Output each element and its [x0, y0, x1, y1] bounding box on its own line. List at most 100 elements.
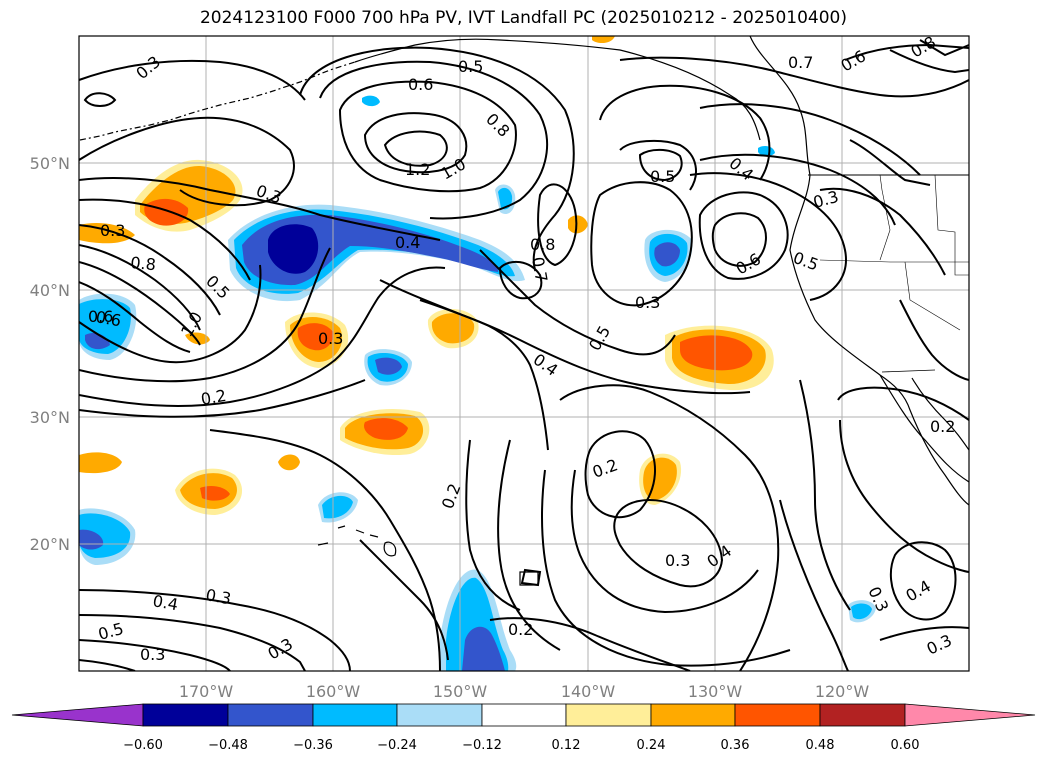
negative-anomaly-blob — [322, 495, 353, 519]
colorbar-tick-labels: −0.60 −0.48 −0.36 −0.24 −0.12 0.12 0.24 … — [123, 738, 919, 753]
colorbar-extend-min — [11, 703, 144, 727]
contour-label: 0.3 — [924, 631, 955, 659]
contour-label: 0.5 — [650, 167, 675, 186]
negative-anomaly-blob — [654, 242, 680, 267]
pv-contour-line — [338, 80, 517, 193]
contour-label: 0.5 — [458, 57, 483, 76]
pv-contour-line — [613, 499, 724, 588]
pv-contour-line — [79, 224, 221, 316]
contour-label: 0.8 — [908, 32, 940, 61]
contour-label: 0.7 — [528, 255, 551, 283]
positive-anomaly-blob — [278, 454, 300, 471]
contour-label: 0.3 — [318, 329, 343, 348]
pv-contour-line — [599, 84, 771, 181]
pv-contour-line — [879, 626, 969, 641]
pv-contour-line — [819, 187, 946, 276]
positive-anomaly-blob — [185, 332, 210, 345]
pv-contour-line — [209, 429, 441, 671]
pv-contour-line — [537, 183, 578, 267]
latitude-tick-label: 40°N — [30, 281, 70, 300]
latitude-tick-label: 20°N — [30, 535, 70, 554]
longitude-tick-label: 150°W — [433, 682, 488, 701]
contour-label: 0.8 — [530, 235, 555, 254]
colorbar-tick-label: −0.48 — [208, 738, 248, 753]
contour-label: 0.4 — [395, 233, 420, 252]
contour-label: 0.8 — [130, 253, 157, 274]
hawaii-islands — [317, 525, 397, 557]
pv-contour-line — [79, 247, 331, 383]
us-mexico-border — [881, 369, 936, 373]
map-plot-area: 0.3 0.6 0.5 0.8 1.2 1.0 0.3 0.4 0.8 0.7 … — [79, 32, 969, 671]
contour-label: 0.4 — [703, 541, 735, 571]
contour-label: 0.4 — [151, 591, 179, 614]
alaska-coastline — [354, 38, 761, 141]
contour-label: 0.5 — [96, 619, 126, 644]
negative-anomaly-blob — [375, 357, 402, 375]
pv-contour-line — [919, 39, 969, 57]
pv-contour-line — [799, 379, 851, 611]
pv-contour-line — [479, 249, 676, 356]
positive-anomaly-blob — [680, 335, 753, 371]
pv-contour-line — [79, 589, 351, 671]
pv-contour-line — [889, 541, 957, 621]
pv-contour-line — [619, 56, 969, 98]
pv-contour-line — [79, 281, 191, 353]
longitude-tick-label: 170°W — [179, 682, 234, 701]
pv-contour-line — [79, 266, 446, 407]
pv-contour-line — [79, 379, 366, 418]
positive-anomaly-blob — [568, 215, 588, 234]
pv-contour-line — [79, 261, 201, 346]
positive-anomaly-shading — [79, 36, 774, 515]
colorbar-segment — [396, 703, 483, 727]
colorbar-tick-label: 0.60 — [891, 738, 920, 753]
state-border — [879, 174, 891, 261]
coastlines — [79, 36, 969, 586]
pv-contour-line — [497, 439, 561, 651]
longitude-tick-label: 160°W — [306, 682, 361, 701]
pv-contour-line — [465, 439, 521, 611]
contour-label: 0.4 — [903, 576, 935, 605]
contour-label: 0.6 — [88, 307, 113, 326]
pv-contour-line — [319, 60, 548, 220]
contour-label: 0.2 — [590, 455, 620, 482]
baja-california-coastline — [879, 374, 969, 483]
pv-contour-line — [359, 539, 449, 661]
negative-anomaly-blob — [758, 145, 775, 157]
positive-anomaly-blob — [364, 418, 408, 440]
contour-label: 0.3 — [100, 221, 125, 240]
contour-label: 1.2 — [405, 160, 430, 179]
map-frame — [78, 35, 970, 672]
colorbar-segment — [142, 703, 229, 727]
positive-anomaly-blob — [144, 198, 189, 226]
colorbar-tick-label: 0.36 — [721, 738, 750, 753]
pv-contour-line — [79, 659, 136, 671]
contour-label: 0.6 — [94, 307, 122, 330]
colorbar-segment — [227, 703, 314, 727]
pv-contour-line — [79, 244, 201, 331]
contour-label: 0.6 — [408, 75, 433, 94]
positive-anomaly-blob — [79, 452, 122, 474]
pv-contour-line — [541, 469, 791, 667]
pv-contour-line — [711, 212, 767, 267]
longitude-tick-label: 130°W — [688, 682, 743, 701]
contour-label: 0.4 — [725, 154, 757, 185]
latitude-tick-label: 50°N — [30, 154, 70, 173]
colorbar-extend-max — [904, 703, 1036, 727]
contour-label: 0.5 — [202, 271, 233, 302]
contour-label: 0.2 — [199, 386, 227, 409]
contour-label: 0.3 — [665, 551, 690, 570]
negative-anomaly-blob — [79, 529, 104, 550]
map-title: 2024123100 F000 700 hPa PV, IVT Landfall… — [199, 8, 847, 28]
pv-contour-line — [559, 384, 780, 671]
colorbar-tick-label: 0.48 — [806, 738, 835, 753]
pv-contour-line — [299, 46, 575, 271]
contour-label: 0.7 — [788, 53, 813, 72]
negative-anomaly-blob — [498, 187, 513, 210]
contour-labels: 0.3 0.6 0.5 0.8 1.2 1.0 0.3 0.4 0.8 0.7 … — [88, 32, 955, 664]
pv-contour-line — [698, 191, 789, 280]
contour-label: 0.3 — [811, 187, 841, 212]
colorbar — [11, 703, 1036, 727]
pv-contours — [79, 39, 969, 671]
pv-contour-line — [699, 103, 921, 176]
positive-anomaly-blob — [297, 323, 334, 351]
